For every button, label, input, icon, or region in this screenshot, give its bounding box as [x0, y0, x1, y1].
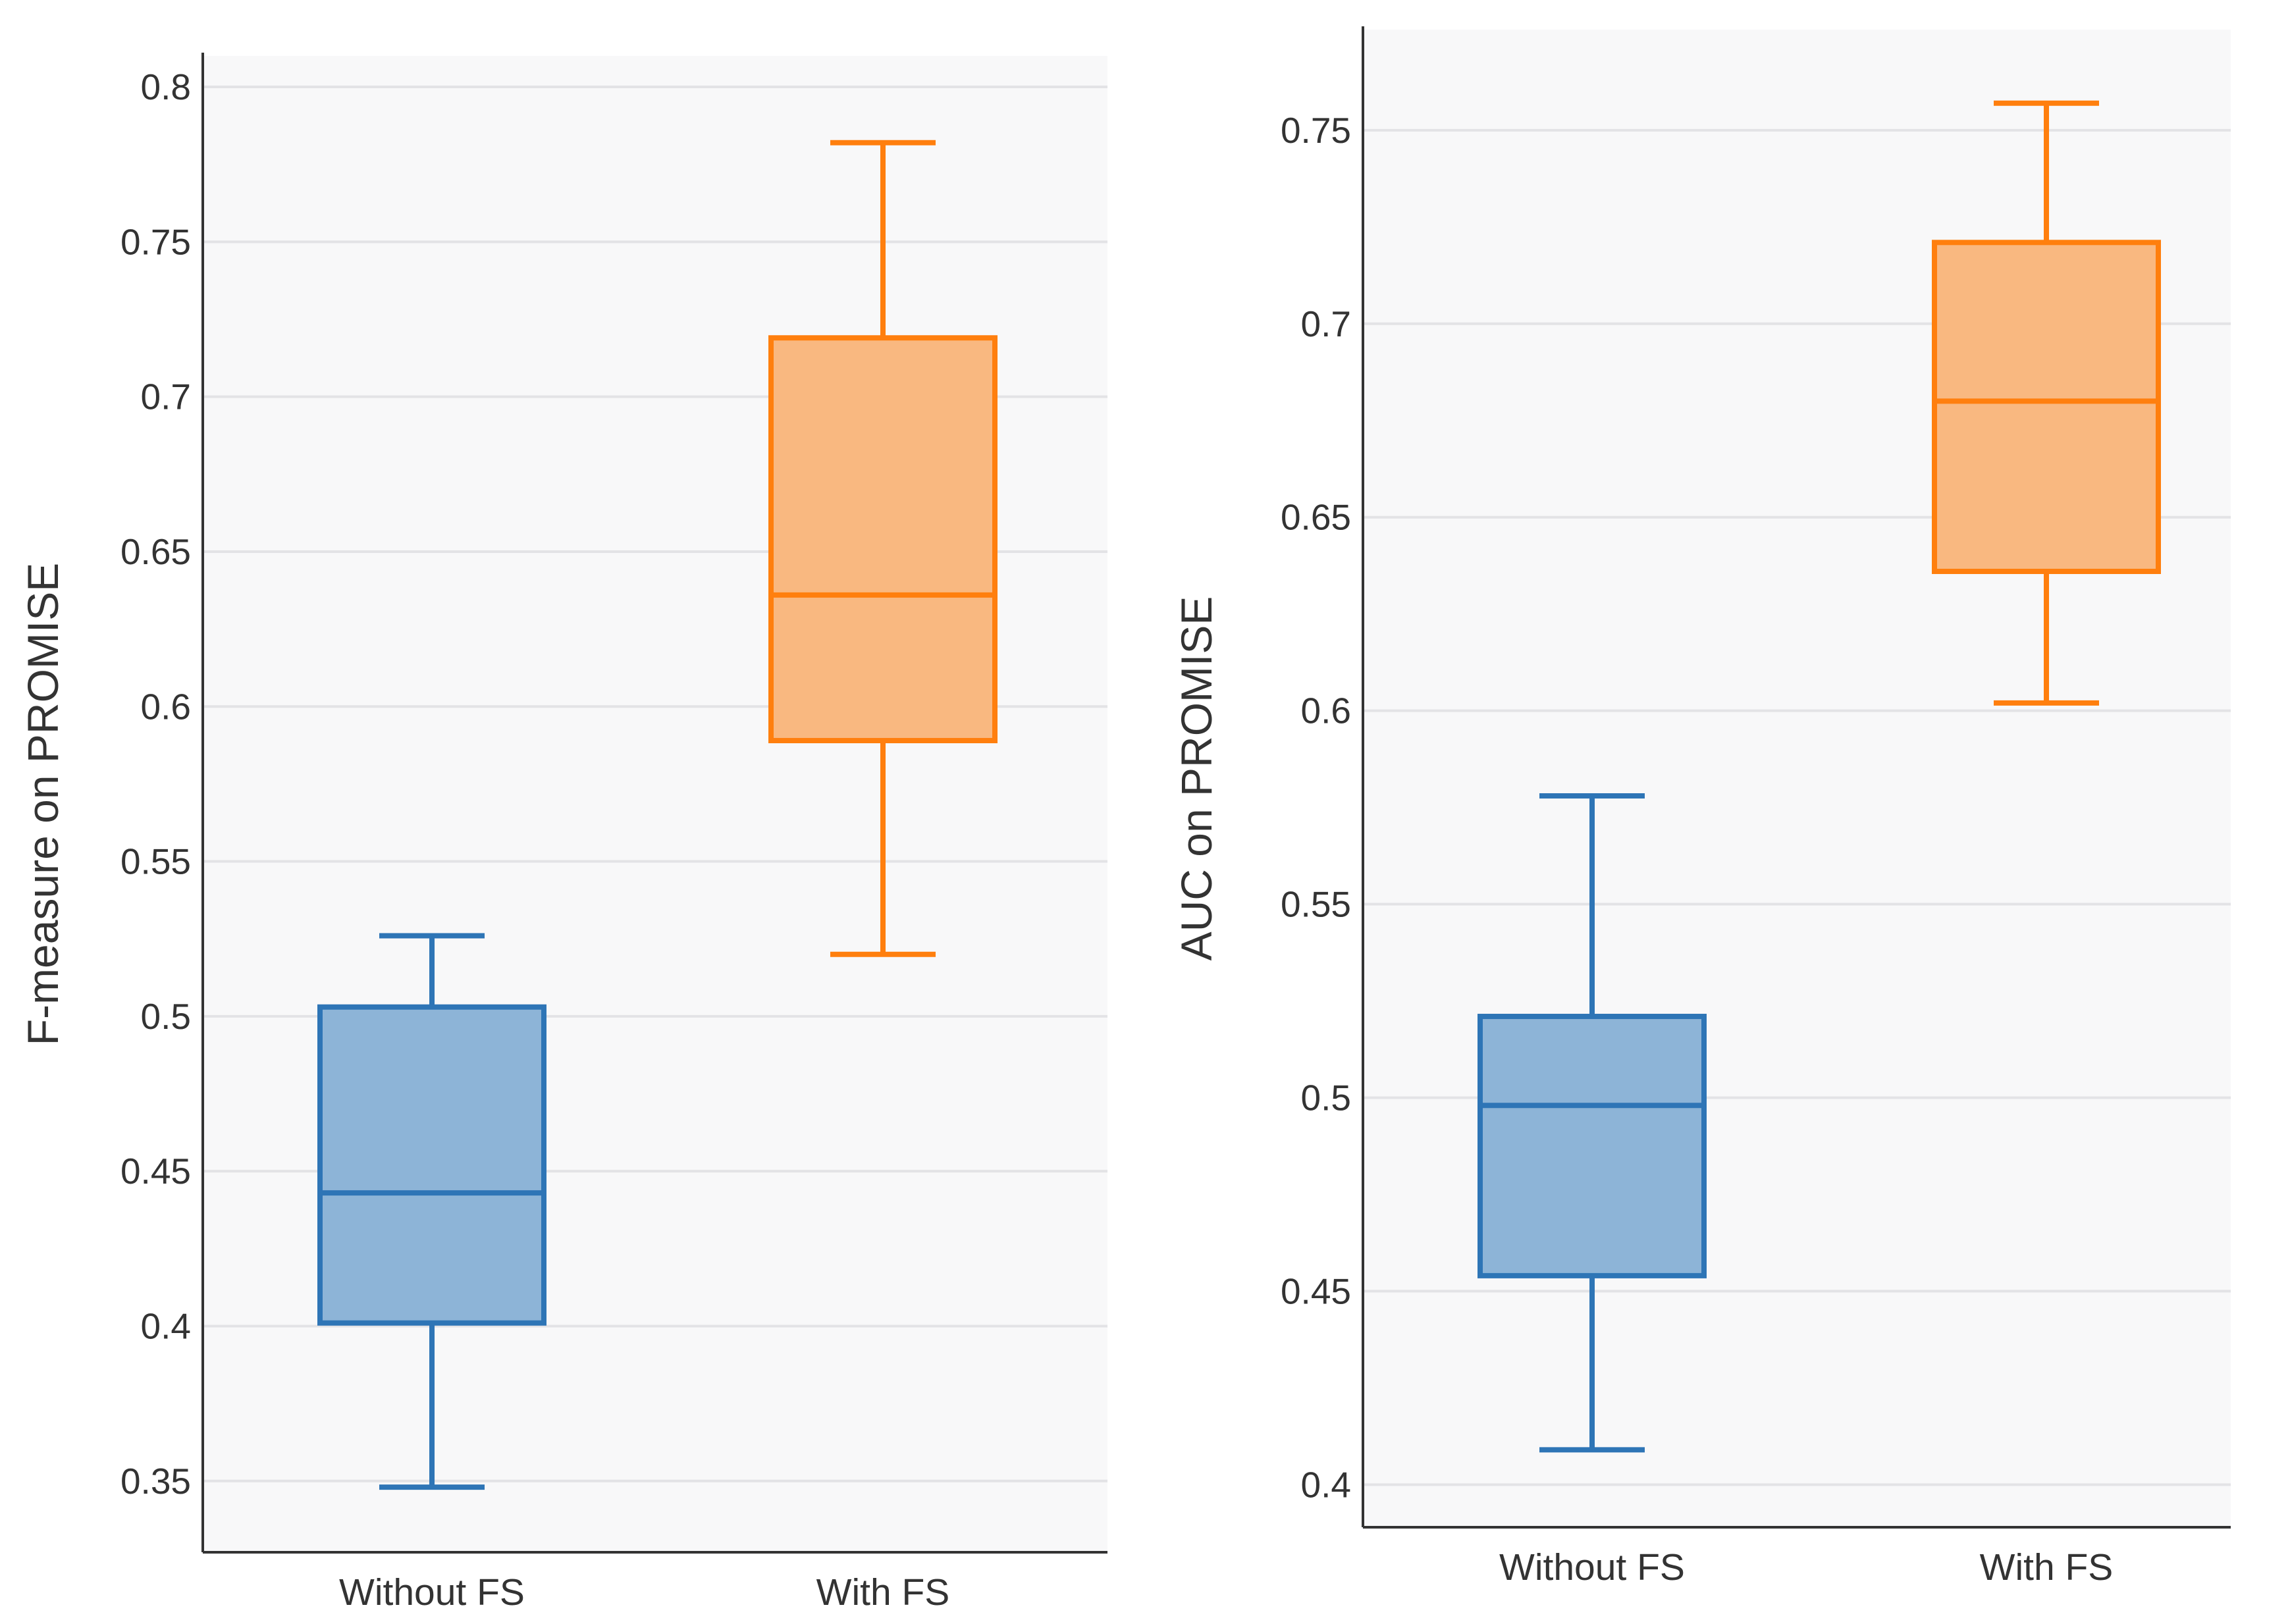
- y-tick-label: 0.7: [141, 377, 191, 417]
- x-category-label: With FS: [816, 1571, 950, 1613]
- y-tick-label: 0.8: [141, 66, 191, 107]
- y-tick-label: 0.75: [120, 221, 191, 262]
- y-axis-title: AUC on PROMISE: [1172, 596, 1221, 961]
- plot-background: [203, 56, 1107, 1552]
- y-tick-label: 0.4: [1301, 1464, 1351, 1505]
- y-tick-label: 0.55: [120, 841, 191, 882]
- y-tick-label: 0.35: [120, 1461, 191, 1502]
- y-tick-label: 0.7: [1301, 303, 1351, 344]
- y-axis-title: F-measure on PROMISE: [18, 563, 67, 1046]
- iqr-box: [317, 1004, 546, 1326]
- iqr-box: [1478, 1014, 1707, 1278]
- y-tick-label: 0.55: [1281, 884, 1351, 925]
- x-category-label: Without FS: [339, 1571, 525, 1613]
- y-tick-label: 0.65: [120, 531, 191, 572]
- iqr-box: [768, 335, 998, 744]
- box-with-fs: [768, 140, 998, 957]
- y-tick-label: 0.45: [120, 1151, 191, 1192]
- y-tick-label: 0.4: [141, 1305, 191, 1346]
- y-tick-label: 0.6: [1301, 691, 1351, 731]
- y-tick-label: 0.65: [1281, 497, 1351, 538]
- box-with-fs: [1932, 100, 2161, 706]
- iqr-box: [1932, 240, 2161, 574]
- box-without-fs: [317, 933, 546, 1490]
- box-without-fs: [1478, 793, 1707, 1453]
- y-tick-label: 0.45: [1281, 1270, 1351, 1311]
- x-category-label: Without FS: [1499, 1546, 1685, 1588]
- y-tick-label: 0.5: [141, 996, 191, 1037]
- x-category-label: With FS: [1980, 1546, 2114, 1588]
- chart-panel-1: 0.35 0.4 0.45 0.5 0.55 0.6 0.65 0.7 0.75 0.8 F-mea…: [18, 53, 1107, 1613]
- y-tick-label: 0.75: [1281, 110, 1351, 151]
- y-tick-label: 0.5: [1301, 1077, 1351, 1118]
- y-tick-label: 0.6: [141, 686, 191, 727]
- chart-panel-2: 0.4 0.45 0.5 0.55 0.6 0.65 0.7 0.75 AUC on PROMI…: [1172, 26, 2231, 1588]
